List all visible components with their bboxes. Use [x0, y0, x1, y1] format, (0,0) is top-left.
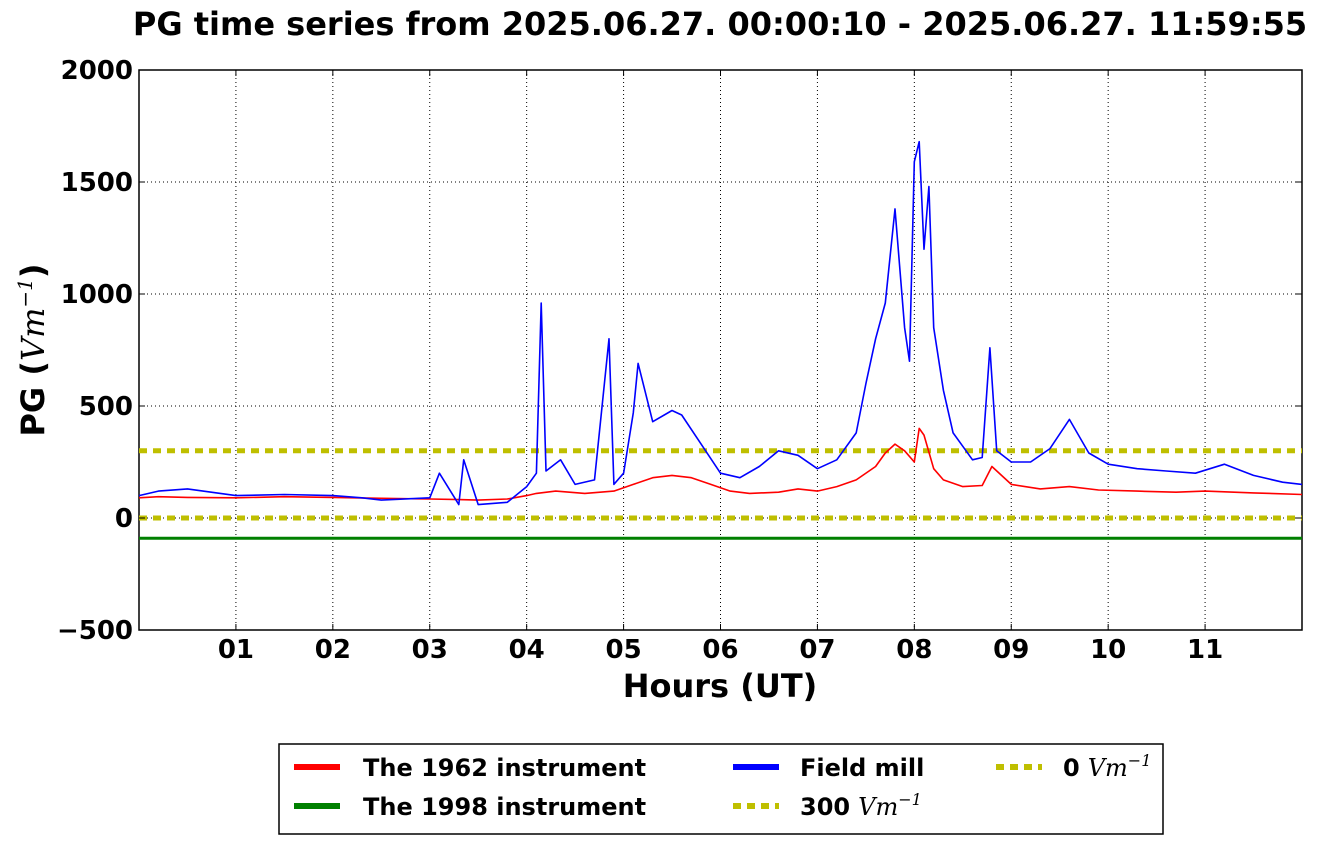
legend-item-1962-instrument: The 1962 instrument: [294, 754, 646, 782]
legend-item-300-vm: 300 Vm−1: [733, 790, 922, 821]
y-tick-label: 0: [115, 504, 133, 534]
legend-label-0-unit: Vm: [1088, 754, 1128, 782]
y-axis-label: PG (Vm−1): [13, 263, 52, 436]
x-tick-label: 01: [218, 635, 254, 665]
grid-lines: [139, 70, 1302, 630]
chart-title: PG time series from 2025.06.27. 00:00:10…: [133, 5, 1307, 43]
x-tick-label: 06: [702, 635, 738, 665]
x-tick-label: 10: [1090, 635, 1126, 665]
legend-label-300-unit-exponent: −1: [898, 790, 922, 809]
x-tick-label: 03: [412, 635, 448, 665]
x-tick-label: 05: [605, 635, 641, 665]
x-tick-label: 08: [896, 635, 932, 665]
x-axis-label: Hours (UT): [623, 667, 818, 705]
x-tick-label: 04: [509, 635, 545, 665]
series-line-field-mill: [138, 140, 1303, 506]
legend-item-field-mill: Field mill: [733, 754, 924, 782]
legend-label-field-mill: Field mill: [800, 754, 924, 782]
y-axis-ticks: −500 0 500 1000 1500 2000: [57, 56, 1302, 646]
legend-label-300-unit: Vm: [858, 793, 898, 821]
y-axis-label-unit-exponent: −1: [13, 278, 37, 307]
legend-item-0-vm: 0 Vm−1: [996, 751, 1151, 782]
legend-label-300-vm: 300 Vm−1: [800, 790, 922, 821]
y-tick-label: 500: [79, 392, 133, 422]
legend-label-0-vm: 0 Vm−1: [1063, 751, 1151, 782]
legend-label-0-value: 0: [1063, 754, 1080, 782]
y-tick-label: 2000: [61, 56, 133, 86]
legend-box: [278, 743, 1164, 835]
x-tick-label: 09: [993, 635, 1029, 665]
legend-label-0-unit-exponent: −1: [1128, 751, 1152, 770]
y-tick-label: 1500: [61, 168, 133, 198]
legend-label-300-value: 300: [800, 793, 850, 821]
series-line-the-1962-instrument: [138, 427, 1303, 501]
y-tick-label: 1000: [61, 280, 133, 310]
y-tick-label: −500: [57, 616, 133, 646]
data-series: [138, 140, 1303, 540]
legend-label-1998-instrument: The 1998 instrument: [363, 793, 646, 821]
x-tick-label: 11: [1187, 635, 1223, 665]
legend-label-1962-instrument: The 1962 instrument: [363, 754, 646, 782]
x-tick-label: 02: [315, 635, 351, 665]
x-tick-label: 07: [799, 635, 835, 665]
x-axis-ticks: 01 02 03 04 05 06 07 08 09 10 11: [218, 70, 1223, 665]
legend: The 1962 instrument The 1998 instrument …: [278, 743, 1164, 835]
y-axis-label-main: PG (: [14, 361, 52, 436]
y-axis-label-unit: Vm: [14, 308, 52, 361]
legend-item-1998-instrument: The 1998 instrument: [294, 793, 646, 821]
y-axis-label-close: ): [14, 263, 52, 278]
